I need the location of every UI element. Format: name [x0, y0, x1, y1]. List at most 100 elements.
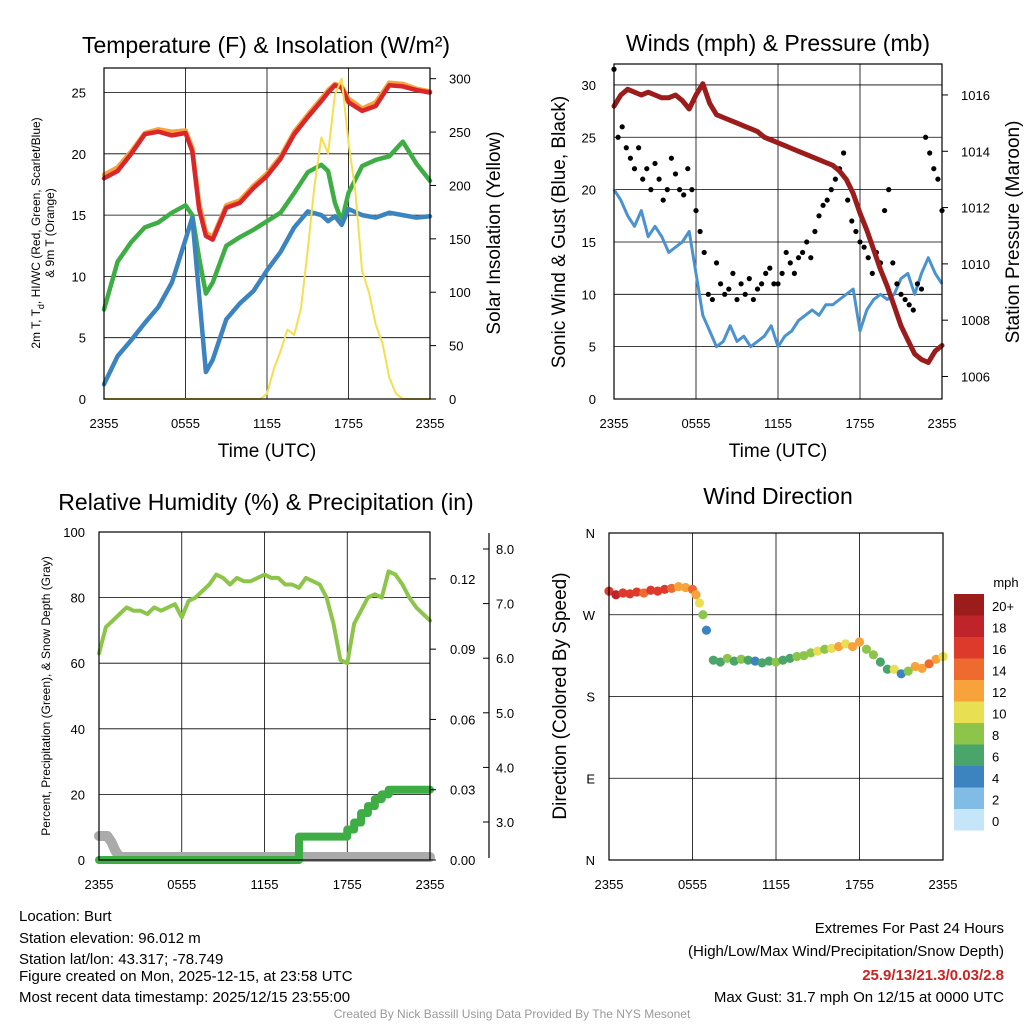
direction-point	[625, 589, 635, 599]
x-tick-label: 2355	[595, 877, 624, 892]
colorbar-label: 16	[992, 642, 1006, 657]
direction-point	[847, 641, 858, 652]
gust-point	[902, 296, 908, 303]
gust-point	[771, 281, 777, 287]
direction-point	[834, 641, 844, 652]
y2-tick-label: 200	[449, 178, 471, 193]
direction-point	[806, 648, 816, 658]
y-tick-label: W	[583, 608, 596, 623]
direction-point	[729, 656, 739, 666]
y2-tick-label: 50	[449, 339, 463, 354]
y2-tick-label: 150	[449, 232, 471, 247]
colorbar-label: 4	[992, 771, 999, 786]
temperature-ylabel-sub: d	[36, 304, 46, 309]
direction-series	[604, 581, 948, 679]
gust-point	[865, 255, 871, 261]
direction-point	[764, 656, 774, 666]
temperature-grid	[103, 68, 431, 400]
series-precipitation	[95, 785, 434, 864]
colorbar-swatch	[954, 680, 984, 702]
humidity-title: Relative Humidity (%) & Precipitation (i…	[58, 489, 473, 515]
colorbar-label: 0	[992, 814, 999, 829]
gust-point	[734, 296, 740, 303]
colorbar-swatch	[954, 723, 984, 745]
gust-point	[640, 176, 646, 182]
snow-tick-label: 4.0	[496, 760, 514, 775]
gust-point	[763, 270, 769, 276]
winds-grid	[613, 64, 943, 400]
gust-point	[742, 291, 748, 297]
direction-point	[903, 666, 913, 676]
y-tick-label: 10	[582, 287, 596, 302]
extremes-title: Extremes For Past 24 Hours	[815, 920, 1004, 937]
gust-point	[886, 187, 892, 193]
y-tick-label: 100	[63, 525, 85, 540]
direction-point	[875, 657, 885, 667]
series-station-pressure	[611, 81, 945, 365]
x-tick-label: 1755	[845, 877, 874, 892]
precip-tick-label: 0.03	[450, 783, 475, 798]
temperature-ylabel: 2m T, Td, HI/WC (Red, Green, Scarlet/Blu…	[29, 117, 57, 348]
gust-point	[681, 192, 687, 198]
y2-tick-label: 0	[449, 392, 456, 407]
winds-series	[611, 66, 945, 365]
gust-point	[890, 260, 896, 266]
winds-title: Winds (mph) & Pressure (mb)	[626, 30, 930, 56]
x-tick-label: 2355	[929, 877, 958, 892]
direction-point	[813, 646, 823, 656]
direction-point	[680, 582, 691, 593]
x-tick-label: 2355	[416, 416, 445, 431]
precip-tick-label: 0.06	[450, 712, 475, 727]
gust-point	[820, 202, 826, 208]
extremes-values: 25.9/13/21.3/0.03/2.8	[862, 967, 1004, 984]
series-relative-humidity	[97, 569, 432, 666]
y2-tick-label: 1016	[961, 88, 990, 103]
colorbar-swatch	[954, 744, 984, 766]
direction-point	[889, 664, 899, 674]
direction-point	[691, 590, 701, 600]
gust-point	[923, 134, 929, 140]
y2-tick-label: 1012	[961, 201, 990, 216]
gust-point	[615, 134, 621, 140]
direction-point	[924, 659, 934, 669]
y-tick-label: 20	[71, 787, 85, 802]
gust-point	[652, 160, 658, 167]
direction-point	[827, 643, 837, 653]
direction-point	[799, 651, 809, 661]
temperature-ylabel-part1: 2m T, T	[29, 308, 43, 348]
gust-point	[918, 286, 925, 292]
gust-point	[656, 176, 662, 182]
gust-point	[906, 302, 912, 308]
direction-point	[917, 663, 927, 673]
direction-point	[757, 658, 767, 668]
gust-point	[791, 270, 798, 276]
direction-point	[701, 625, 712, 635]
gust-point	[697, 228, 703, 235]
location-text: Location: Burt	[19, 908, 112, 925]
direction-point	[611, 590, 621, 600]
direction-point	[743, 655, 753, 665]
snow-tick-label: 8.0	[496, 542, 514, 557]
direction-point	[910, 661, 920, 672]
direction-point	[722, 653, 732, 663]
series-solar-insolation	[103, 77, 431, 400]
direction-ylabel: Direction (Colored By Speed)	[550, 572, 571, 819]
y-tick-label: 0	[79, 392, 86, 407]
recent-text: Most recent data timestamp: 2025/12/15 2…	[19, 989, 350, 1006]
direction-panel: Wind Direction 2355 0555 1155 1755 2355NWSEN…	[550, 483, 1019, 892]
x-tick-label: 0555	[682, 416, 711, 431]
gust-point	[689, 187, 695, 193]
direction-point	[785, 653, 795, 663]
x-tick-label: 2355	[600, 416, 629, 431]
direction-point	[660, 584, 670, 594]
colorbar-label: 2	[992, 793, 999, 808]
y2-tick-label: 1014	[961, 144, 990, 159]
y-tick-label: 60	[71, 656, 85, 671]
humidity-ylabel: Percent, Precipitation (Green), & Snow D…	[39, 556, 53, 835]
gust-point	[849, 218, 855, 224]
gust-point	[619, 124, 625, 130]
y-tick-label: N	[586, 526, 595, 541]
x-tick-label: 1155	[762, 877, 790, 892]
max-gust-text: Max Gust: 31.7 mph On 12/15 at 0000 UTC	[714, 989, 1004, 1006]
